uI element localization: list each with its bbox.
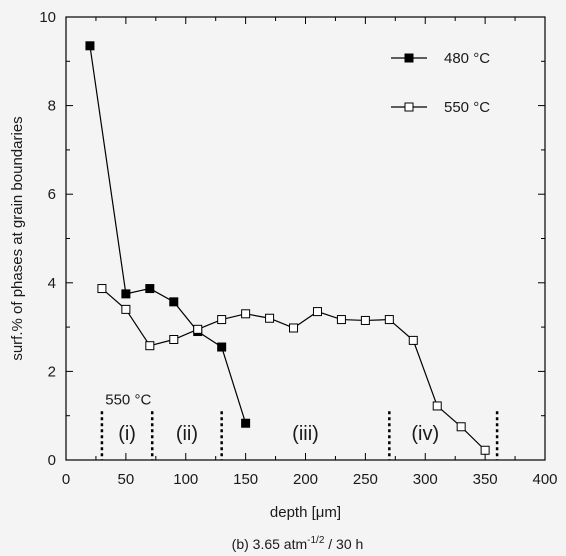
series-2-point (408, 335, 418, 345)
y-tick-label: 0 (48, 452, 56, 469)
x-tick-label: 350 (473, 471, 498, 488)
series-2-point (241, 309, 251, 319)
series-2-point (312, 307, 322, 317)
x-tick-label: 100 (173, 471, 198, 488)
series-2-point (193, 324, 203, 334)
series-1-point (145, 284, 155, 294)
series-2-point (289, 323, 299, 333)
x-tick-label: 50 (118, 471, 135, 488)
y-tick-label: 4 (48, 275, 56, 292)
y-tick-label: 8 (48, 98, 56, 115)
series-1-point (169, 297, 179, 307)
region-markers: (i) (ii) (iii) (iv) (100, 411, 499, 460)
y-tick-label: 2 (48, 363, 56, 380)
series-1-point (121, 289, 131, 299)
series-2-point (217, 315, 227, 325)
axes: 0 50 100 150 200 250 300 350 400 0 2 4 6 8 10 (39, 9, 557, 488)
caption-prefix: (b) 3.65 atm (232, 536, 307, 552)
series-2-point (384, 315, 394, 325)
series-1-point (217, 342, 227, 352)
region-label: (ii) (176, 423, 198, 445)
x-tick-label: 0 (62, 471, 70, 488)
region-title: 550 °C (105, 392, 151, 409)
series-2-point (97, 284, 107, 294)
series-layer (85, 41, 490, 455)
region-label: (i) (118, 423, 136, 445)
series-2-point (145, 341, 155, 351)
series-2-point (456, 422, 466, 432)
x-tick-label: 150 (233, 471, 258, 488)
legend-marker (404, 53, 414, 63)
series-line-1 (89, 45, 247, 424)
series-2-point (169, 335, 179, 345)
caption-superscript: -1/2 (307, 535, 325, 546)
x-tick-label: 250 (353, 471, 378, 488)
y-axis-label: surf.% of phases at grain boundaries (9, 116, 26, 360)
x-axis-label: depth [μm] (270, 504, 341, 521)
y-tick-label: 10 (39, 9, 56, 26)
caption-suffix: / 30 h (324, 536, 363, 552)
series-2-point (432, 401, 442, 411)
legend: 480 °C 550 °C (391, 50, 490, 116)
figure-caption: (b) 3.65 atm-1/2 / 30 h (232, 535, 364, 552)
series-1-point (241, 418, 251, 428)
legend-label: 480 °C (444, 50, 490, 67)
x-tick-label: 200 (293, 471, 318, 488)
series-2-point (121, 304, 131, 314)
series-2-point (480, 445, 490, 455)
series-2-point (336, 315, 346, 325)
y-tick-label: 6 (48, 186, 56, 203)
x-tick-label: 300 (413, 471, 438, 488)
series-2-point (265, 313, 275, 323)
legend-marker (404, 102, 414, 112)
series-1-point (85, 41, 95, 51)
legend-label: 550 °C (444, 99, 490, 116)
x-tick-label: 400 (532, 471, 557, 488)
series-2-point (360, 315, 370, 325)
region-label: (iv) (411, 423, 439, 445)
region-label: (iii) (292, 423, 319, 445)
